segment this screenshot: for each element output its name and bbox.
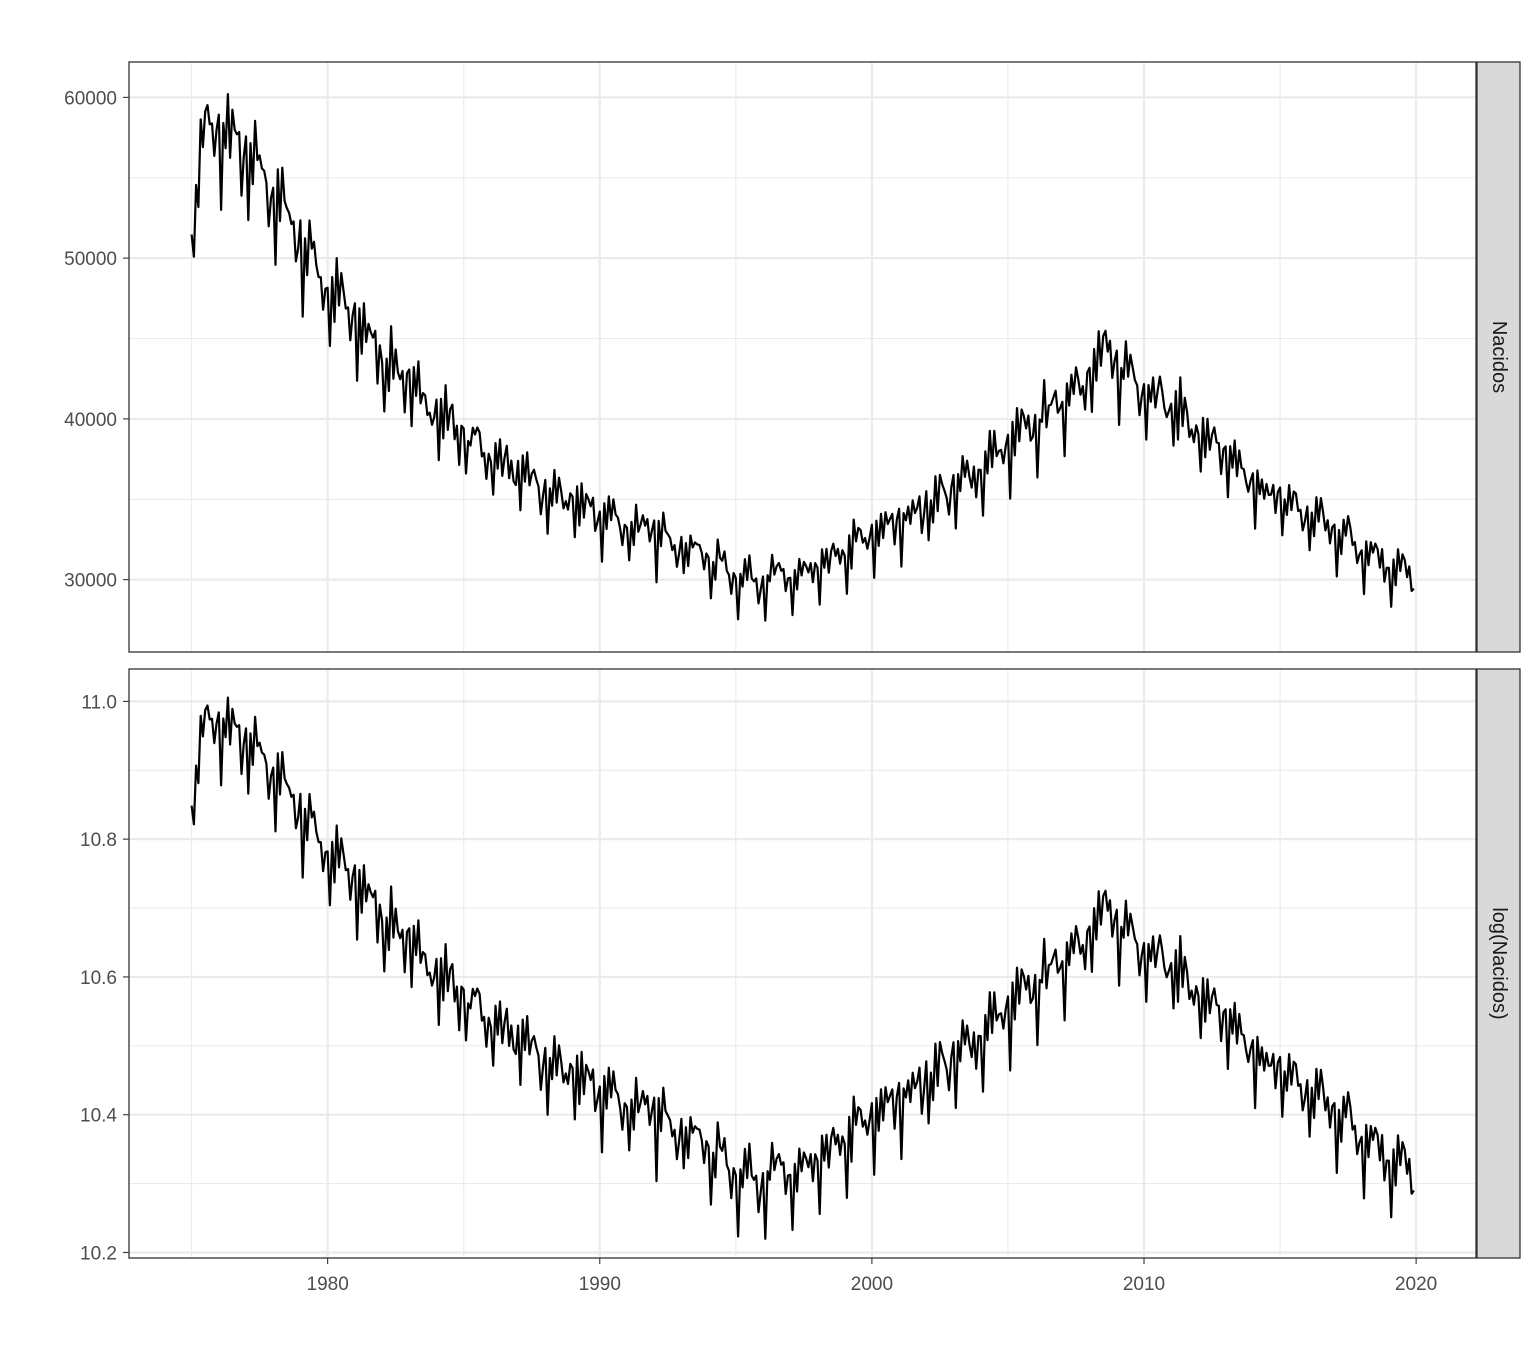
y-tick-label: 10.4 xyxy=(80,1106,117,1127)
x-tick-label: 1980 xyxy=(307,1274,349,1295)
y-tick-label: 60000 xyxy=(64,88,117,109)
y-tick-label: 10.6 xyxy=(80,968,117,989)
panel-border xyxy=(128,61,1477,653)
y-tick-label: 30000 xyxy=(64,571,117,592)
y-tick-label: 11.0 xyxy=(81,692,117,713)
x-tick-label: 1990 xyxy=(579,1274,621,1295)
panel-border xyxy=(128,668,1477,1259)
x-axis: 1980 1990 2000 2010 2020 xyxy=(307,1258,1437,1295)
series-line-nacidos xyxy=(190,93,1415,622)
y-tick-label: 40000 xyxy=(64,410,117,431)
series-line-log-nacidos xyxy=(190,696,1415,1240)
x-tick-label: 2000 xyxy=(851,1274,893,1295)
strip-label-log-nacidos: log(Nacidos) xyxy=(1488,907,1510,1019)
panel-log-nacidos: 10.2 10.4 10.6 10.8 11.0 log(Nacidos) xyxy=(80,668,1521,1264)
y-tick-label: 50000 xyxy=(64,249,117,270)
panel-nacidos: 30000 40000 50000 60000 Nacidos xyxy=(64,61,1521,653)
y-tick-label: 10.2 xyxy=(80,1243,117,1264)
facet-strip xyxy=(1476,61,1521,653)
facet-strip xyxy=(1476,668,1521,1259)
x-tick-label: 2020 xyxy=(1395,1274,1437,1295)
strip-label-nacidos: Nacidos xyxy=(1488,321,1510,393)
x-tick-label: 2010 xyxy=(1123,1274,1165,1295)
y-tick-label: 10.8 xyxy=(80,830,117,851)
